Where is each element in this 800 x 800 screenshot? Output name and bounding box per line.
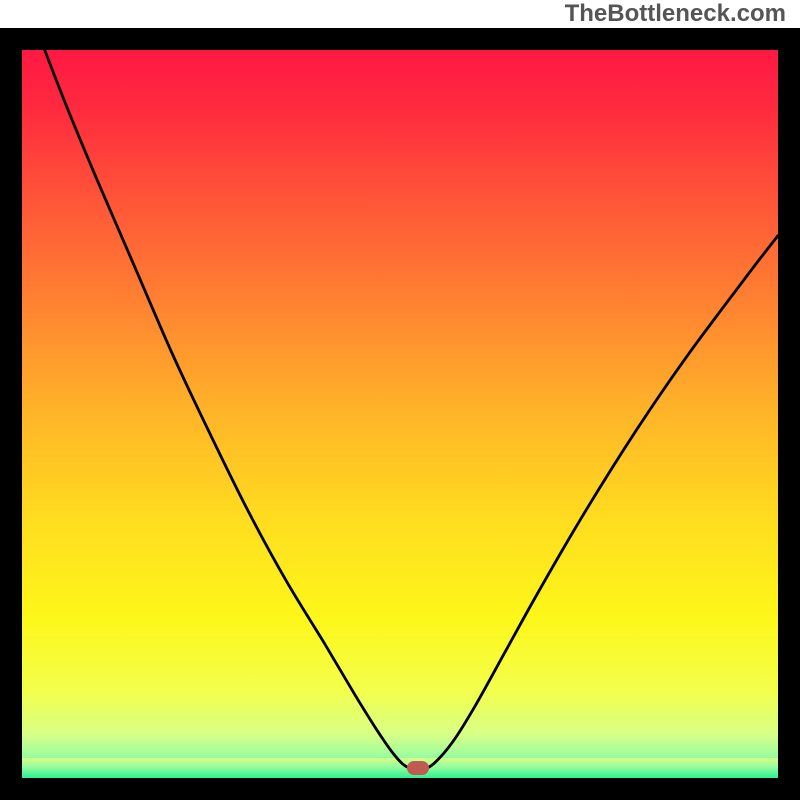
plot-frame <box>0 28 800 800</box>
curve-plot <box>0 28 800 800</box>
minimum-marker <box>407 761 429 775</box>
watermark-text: TheBottleneck.com <box>565 0 786 28</box>
chart-container: TheBottleneck.com <box>0 0 800 800</box>
